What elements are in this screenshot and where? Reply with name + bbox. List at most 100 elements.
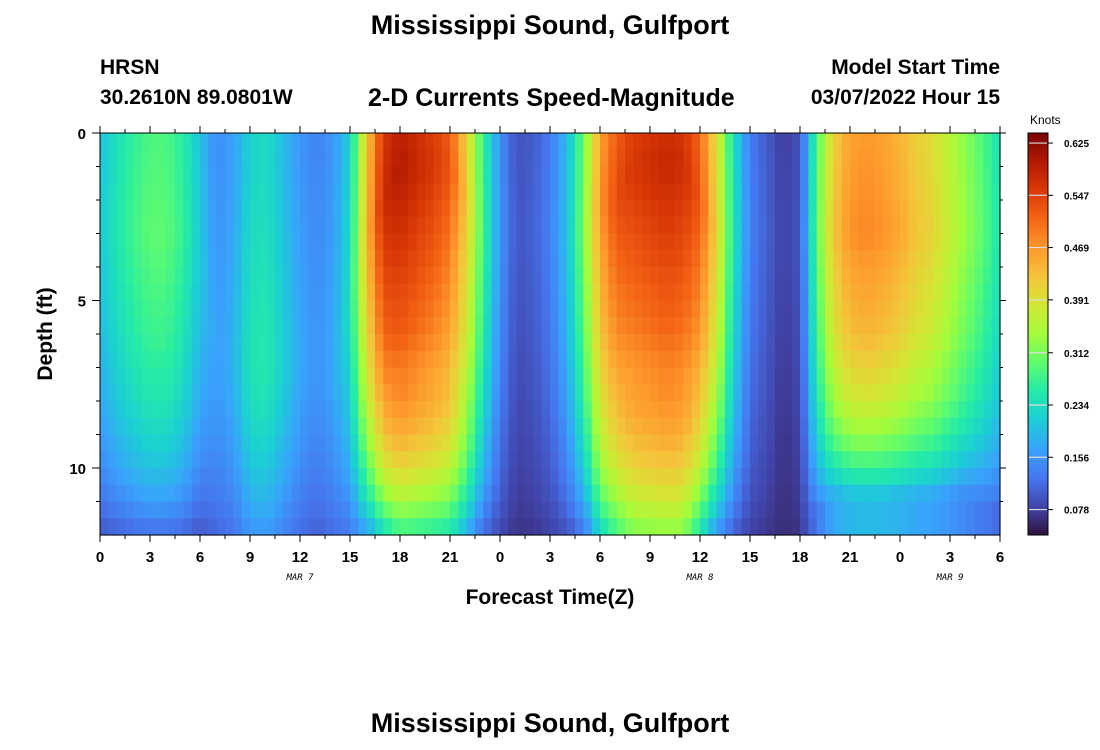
heatmap-cell bbox=[608, 250, 618, 268]
heatmap-cell bbox=[408, 484, 418, 503]
heatmap-cell bbox=[916, 334, 926, 352]
heatmap-cell bbox=[666, 300, 676, 318]
heatmap-cell bbox=[400, 267, 409, 285]
heatmap-cell bbox=[958, 334, 968, 352]
heatmap-cell bbox=[708, 133, 718, 151]
heatmap-cell bbox=[800, 401, 809, 419]
heatmap-cell bbox=[333, 267, 343, 285]
heatmap-cell bbox=[191, 401, 201, 419]
heatmap-cell bbox=[975, 434, 984, 452]
heatmap-cell bbox=[541, 283, 551, 302]
heatmap-cell bbox=[666, 149, 676, 168]
heatmap-cell bbox=[791, 183, 801, 201]
heatmap-cell bbox=[175, 300, 184, 318]
heatmap-cell bbox=[875, 417, 884, 436]
heatmap-cell bbox=[300, 233, 309, 251]
heatmap-cell bbox=[200, 468, 209, 486]
heatmap-cell bbox=[866, 384, 876, 402]
heatmap-cell bbox=[100, 300, 109, 318]
heatmap-cell bbox=[816, 200, 826, 218]
heatmap-cell bbox=[533, 233, 543, 251]
heatmap-cell bbox=[425, 283, 434, 302]
heatmap-cell bbox=[375, 233, 384, 251]
heatmap-cell bbox=[141, 484, 151, 503]
heatmap-cell bbox=[608, 183, 618, 201]
heatmap-cell bbox=[925, 334, 934, 352]
heatmap-cell bbox=[566, 518, 576, 536]
heatmap-cell bbox=[450, 468, 459, 486]
heatmap-cell bbox=[491, 501, 501, 519]
heatmap-cell bbox=[250, 283, 259, 302]
heatmap-cell bbox=[358, 233, 368, 251]
heatmap-cell bbox=[916, 484, 926, 503]
heatmap-cell bbox=[416, 401, 426, 419]
heatmap-cell bbox=[400, 451, 409, 469]
heatmap-cell bbox=[425, 350, 434, 369]
heatmap-cell bbox=[733, 367, 743, 385]
heatmap-cell bbox=[350, 233, 359, 251]
heatmap-cell bbox=[391, 317, 401, 335]
heatmap-cell bbox=[691, 334, 701, 352]
heatmap-cell bbox=[600, 417, 609, 436]
heatmap-cell bbox=[300, 484, 309, 503]
heatmap-cell bbox=[825, 501, 834, 519]
heatmap-cell bbox=[558, 401, 568, 419]
heatmap-cell bbox=[500, 468, 509, 486]
heatmap-cell bbox=[933, 183, 943, 201]
heatmap-cell bbox=[283, 149, 293, 168]
heatmap-cell bbox=[666, 283, 676, 302]
y-axis-label: Depth (ft) bbox=[34, 287, 57, 380]
heatmap-cell bbox=[383, 166, 393, 184]
heatmap-cell bbox=[733, 283, 743, 302]
heatmap-cell bbox=[908, 166, 918, 184]
heatmap-cell bbox=[525, 200, 534, 218]
heatmap-cell bbox=[550, 283, 559, 302]
heatmap-cell bbox=[908, 200, 918, 218]
heatmap-cell bbox=[958, 350, 968, 369]
heatmap-cell bbox=[483, 216, 493, 235]
heatmap-cell bbox=[841, 334, 851, 352]
heatmap-cell bbox=[500, 267, 509, 285]
heatmap-cell bbox=[766, 250, 776, 268]
heatmap-cell bbox=[375, 300, 384, 318]
heatmap-cell bbox=[350, 317, 359, 335]
heatmap-cell bbox=[125, 300, 134, 318]
heatmap-cell bbox=[450, 417, 459, 436]
heatmap-cell bbox=[200, 417, 209, 436]
heatmap-cell bbox=[400, 283, 409, 302]
heatmap-cell bbox=[550, 149, 559, 168]
heatmap-cell bbox=[983, 267, 993, 285]
heatmap-cell bbox=[366, 250, 376, 268]
heatmap-cell bbox=[875, 149, 884, 168]
heatmap-cell bbox=[175, 283, 184, 302]
heatmap-cell bbox=[825, 367, 834, 385]
heatmap-cell bbox=[816, 350, 826, 369]
heatmap-cell bbox=[916, 283, 926, 302]
heatmap-cell bbox=[525, 267, 534, 285]
heatmap-cell bbox=[550, 267, 559, 285]
heatmap-cell bbox=[250, 250, 259, 268]
heatmap-cell bbox=[191, 300, 201, 318]
heatmap-cell bbox=[758, 200, 768, 218]
heatmap-cell bbox=[558, 149, 568, 168]
heatmap-cell bbox=[375, 518, 384, 536]
heatmap-cell bbox=[475, 283, 484, 302]
heatmap-cell bbox=[700, 518, 709, 536]
heatmap-cell bbox=[416, 183, 426, 201]
heatmap-cell bbox=[841, 350, 851, 369]
heatmap-cell bbox=[641, 384, 651, 402]
heatmap-cell bbox=[325, 468, 334, 486]
heatmap-cell bbox=[475, 317, 484, 335]
heatmap-cell bbox=[291, 451, 301, 469]
heatmap-cell bbox=[925, 384, 934, 402]
heatmap-cell bbox=[283, 401, 293, 419]
heatmap-cell bbox=[325, 317, 334, 335]
heatmap-cell bbox=[425, 133, 434, 151]
heatmap-cell bbox=[183, 317, 193, 335]
heatmap-cell bbox=[291, 334, 301, 352]
heatmap-cell bbox=[991, 384, 1001, 402]
heatmap-cell bbox=[183, 334, 193, 352]
heatmap-cell bbox=[358, 501, 368, 519]
heatmap-cell bbox=[508, 283, 518, 302]
heatmap-cell bbox=[583, 434, 593, 452]
